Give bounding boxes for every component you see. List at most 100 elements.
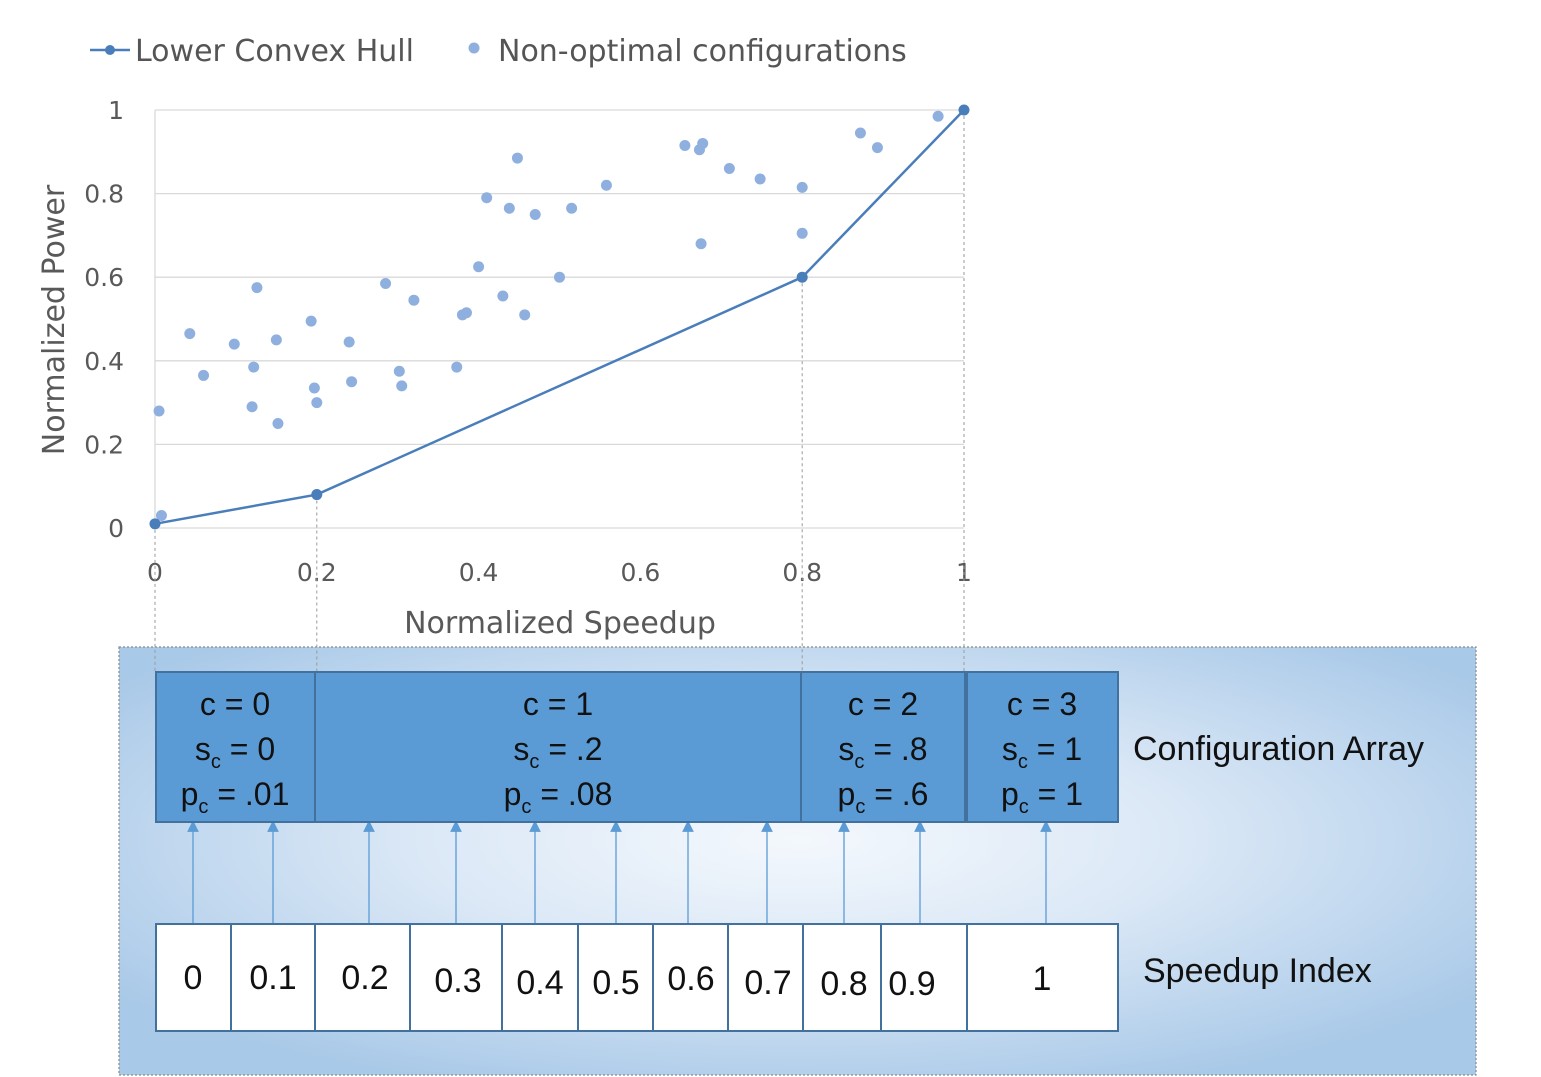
scatter-point — [600, 179, 612, 191]
scatter-point — [184, 328, 196, 340]
hull-series — [149, 104, 970, 530]
configuration-array-label: Configuration Array — [1133, 730, 1424, 768]
config-cell-2: c = 2 sc = .8 pc = .6 — [800, 671, 966, 823]
scatter-point — [272, 418, 284, 429]
y-tick-label: 1 — [108, 96, 124, 125]
config-cell-0-box — [155, 671, 316, 823]
index-cell-7: 0.7 — [727, 923, 804, 1032]
scatter-point — [529, 209, 541, 220]
config-cell-2-c: c = 2 — [848, 686, 918, 722]
scatter-point — [393, 365, 405, 377]
scatter-point — [346, 376, 358, 388]
config-cell-0-p: pc = .01 — [181, 776, 290, 818]
gridlines — [154, 109, 964, 529]
scatter-point — [679, 140, 691, 152]
index-cell-1: 0.1 — [230, 923, 316, 1032]
index-cell-7-box — [727, 923, 804, 1032]
scatter-point — [932, 110, 944, 122]
x-tick-label: 0.6 — [621, 558, 661, 587]
scatter-point — [473, 261, 485, 273]
x-tick-label: 0.4 — [459, 558, 499, 587]
y-tick-label: 0 — [108, 514, 124, 543]
y-axis-title: Normalized Power — [37, 184, 72, 455]
hull-point — [149, 518, 161, 530]
scatter-point — [497, 290, 509, 302]
scatter-point — [554, 271, 565, 283]
index-cell-8: 0.8 — [802, 923, 882, 1032]
scatter-point — [251, 282, 263, 294]
scatter-points — [153, 110, 944, 521]
scatter-point — [566, 202, 578, 214]
legend-points-label: Non-optimal configurations — [498, 34, 907, 69]
axis-ticks: 0 0.2 0.4 0.6 0.8 100.20.40.60.81 — [84, 96, 972, 587]
scatter-point — [796, 181, 808, 193]
y-tick-label: 0.8 — [84, 180, 124, 209]
hull-line — [154, 109, 965, 526]
y-tick-label: 0.6 — [84, 263, 124, 292]
index-cell-2-box — [314, 923, 411, 1032]
index-cell-4-box — [501, 923, 579, 1032]
config-cell-3-box — [966, 671, 1119, 823]
scatter-point — [153, 405, 165, 417]
scatter-point — [854, 127, 866, 139]
x-axis-title: Normalized Speedup — [404, 606, 716, 641]
index-cell-4: 0.4 — [501, 923, 579, 1032]
scatter-point — [723, 163, 735, 175]
config-cell-3-c: c = 3 — [1007, 686, 1077, 722]
scatter-point — [155, 509, 167, 521]
config-cell-0: c = 0 sc = 0 pc = .01 — [155, 671, 316, 823]
index-cell-10: 1 — [966, 923, 1119, 1032]
config-cell-1: c = 1 sc = .2 pc = .08 — [314, 671, 802, 823]
scatter-point — [503, 202, 515, 214]
hull-point — [958, 104, 970, 116]
legend-points-marker — [468, 42, 480, 54]
scatter-point — [311, 397, 323, 409]
scatter-point — [246, 401, 258, 413]
index-cell-9-box — [880, 923, 968, 1032]
config-cell-3: c = 3 sc = 1 pc = 1 — [966, 671, 1119, 823]
index-cell-5-box — [577, 923, 654, 1032]
speedup-index-label: Speedup Index — [1143, 952, 1372, 990]
config-cell-3-p: pc = 1 — [1001, 776, 1083, 818]
config-cell-1-box — [314, 671, 802, 823]
scatter-point — [460, 307, 472, 319]
scatter-point — [519, 309, 531, 321]
index-cell-0-label: 0 — [184, 959, 203, 997]
scatter-point — [308, 382, 320, 394]
index-cell-8-box — [802, 923, 882, 1032]
legend-hull-marker — [90, 45, 130, 55]
index-cell-3-box — [409, 923, 503, 1032]
index-cell-5-label: 0.5 — [592, 964, 639, 1002]
index-cell-6-box — [652, 923, 729, 1032]
scatter-point — [481, 192, 493, 204]
scatter-point — [305, 315, 317, 327]
index-cell-8-label: 0.8 — [820, 965, 867, 1003]
index-cell-10-label: 1 — [1033, 960, 1052, 998]
scatter-point — [408, 294, 420, 306]
config-cell-2-box — [800, 671, 966, 823]
scatter-point — [198, 369, 210, 381]
index-cell-7-label: 0.7 — [744, 964, 791, 1002]
configuration-array: c = 0 sc = 0 pc = .01 c = 1 sc = .2 pc =… — [155, 671, 1119, 823]
legend-hull-label: Lower Convex Hull — [135, 34, 414, 69]
scatter-point — [511, 152, 523, 164]
index-cell-0-box — [155, 923, 232, 1032]
scatter-point — [871, 142, 883, 154]
scatter-point — [396, 380, 408, 392]
scatter-point — [270, 334, 282, 346]
index-cell-4-label: 0.4 — [516, 964, 563, 1002]
index-cell-3-label: 0.3 — [434, 962, 481, 1000]
scatter-point — [796, 227, 808, 239]
config-cell-3-s: sc = 1 — [1002, 731, 1082, 773]
scatter-point — [248, 361, 260, 373]
config-cell-0-s: sc = 0 — [195, 731, 275, 773]
scatter-point — [451, 361, 463, 373]
index-cell-1-label: 0.1 — [249, 959, 296, 997]
index-arrows — [187, 820, 1052, 924]
scatter-point — [228, 338, 240, 350]
index-cell-9-label: 0.9 — [888, 965, 935, 1003]
config-cell-2-s: sc = .8 — [838, 731, 927, 773]
hull-point — [311, 489, 323, 501]
index-cell-6-label: 0.6 — [667, 960, 714, 998]
